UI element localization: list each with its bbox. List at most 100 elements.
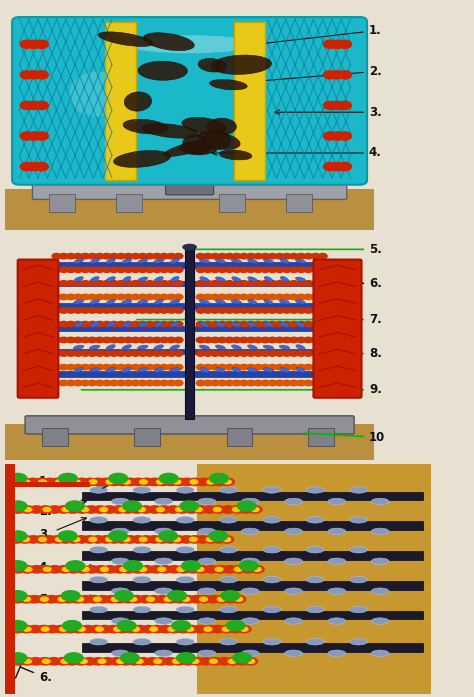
Ellipse shape bbox=[125, 35, 255, 53]
Circle shape bbox=[107, 536, 121, 543]
Circle shape bbox=[113, 595, 127, 603]
Text: 1.: 1. bbox=[260, 24, 382, 45]
Circle shape bbox=[150, 625, 164, 633]
Circle shape bbox=[91, 658, 105, 665]
Circle shape bbox=[196, 267, 205, 273]
Ellipse shape bbox=[215, 345, 226, 349]
Circle shape bbox=[160, 381, 169, 385]
Circle shape bbox=[109, 308, 118, 313]
Bar bbox=[185, 247, 194, 419]
Circle shape bbox=[254, 567, 261, 572]
Circle shape bbox=[234, 567, 242, 572]
Circle shape bbox=[254, 351, 263, 356]
Circle shape bbox=[139, 537, 147, 542]
Circle shape bbox=[248, 506, 262, 513]
Circle shape bbox=[59, 627, 67, 631]
Circle shape bbox=[59, 337, 68, 343]
Ellipse shape bbox=[182, 117, 226, 134]
Ellipse shape bbox=[241, 528, 259, 535]
Circle shape bbox=[8, 653, 27, 663]
Ellipse shape bbox=[349, 638, 367, 645]
Circle shape bbox=[148, 506, 162, 513]
Circle shape bbox=[146, 381, 154, 385]
Ellipse shape bbox=[306, 487, 324, 493]
Circle shape bbox=[146, 337, 154, 343]
Circle shape bbox=[261, 381, 270, 385]
Circle shape bbox=[98, 625, 111, 633]
Ellipse shape bbox=[74, 259, 83, 263]
Circle shape bbox=[304, 351, 313, 356]
Circle shape bbox=[224, 595, 237, 603]
Circle shape bbox=[204, 536, 218, 543]
Circle shape bbox=[5, 537, 13, 542]
Circle shape bbox=[173, 537, 181, 542]
Circle shape bbox=[160, 294, 169, 300]
Circle shape bbox=[81, 294, 90, 300]
Circle shape bbox=[53, 595, 67, 603]
Circle shape bbox=[124, 294, 133, 300]
Circle shape bbox=[73, 480, 80, 484]
Bar bbox=[49, 326, 330, 331]
Circle shape bbox=[81, 351, 90, 356]
Circle shape bbox=[174, 308, 183, 313]
Circle shape bbox=[297, 381, 306, 385]
Circle shape bbox=[304, 254, 313, 259]
Circle shape bbox=[297, 267, 306, 273]
Circle shape bbox=[174, 254, 183, 259]
Ellipse shape bbox=[216, 367, 225, 372]
Circle shape bbox=[2, 566, 16, 573]
Circle shape bbox=[56, 658, 70, 665]
Circle shape bbox=[27, 536, 40, 543]
Circle shape bbox=[239, 321, 248, 327]
Circle shape bbox=[241, 566, 255, 573]
Circle shape bbox=[168, 590, 187, 601]
Circle shape bbox=[76, 566, 90, 573]
Circle shape bbox=[196, 478, 210, 486]
Circle shape bbox=[196, 308, 205, 313]
Circle shape bbox=[109, 294, 118, 300]
Bar bbox=[227, 428, 253, 446]
FancyBboxPatch shape bbox=[18, 259, 58, 398]
Circle shape bbox=[85, 566, 99, 573]
Circle shape bbox=[74, 658, 87, 665]
Ellipse shape bbox=[241, 498, 259, 505]
Circle shape bbox=[210, 321, 219, 327]
Circle shape bbox=[268, 337, 277, 343]
Circle shape bbox=[232, 281, 241, 286]
Circle shape bbox=[116, 478, 129, 486]
Circle shape bbox=[204, 478, 218, 486]
Circle shape bbox=[239, 351, 248, 356]
Text: 2.: 2. bbox=[242, 65, 382, 84]
Circle shape bbox=[184, 506, 198, 513]
Ellipse shape bbox=[155, 558, 173, 565]
Circle shape bbox=[24, 567, 32, 572]
Circle shape bbox=[167, 308, 176, 313]
Circle shape bbox=[146, 254, 154, 259]
Ellipse shape bbox=[264, 368, 273, 372]
Circle shape bbox=[254, 381, 263, 385]
Circle shape bbox=[174, 267, 183, 273]
Text: 3.: 3. bbox=[275, 106, 382, 118]
Bar bbox=[82, 551, 423, 560]
Circle shape bbox=[146, 308, 154, 313]
Ellipse shape bbox=[232, 277, 241, 282]
Circle shape bbox=[246, 254, 255, 259]
Circle shape bbox=[96, 595, 109, 603]
Circle shape bbox=[164, 597, 172, 602]
Ellipse shape bbox=[176, 516, 194, 523]
Circle shape bbox=[2, 536, 16, 543]
Circle shape bbox=[146, 281, 154, 286]
Circle shape bbox=[146, 267, 154, 273]
Ellipse shape bbox=[263, 487, 281, 493]
Circle shape bbox=[203, 294, 212, 300]
Circle shape bbox=[73, 308, 82, 313]
Circle shape bbox=[5, 507, 13, 512]
Ellipse shape bbox=[90, 300, 100, 305]
Circle shape bbox=[304, 308, 313, 313]
Circle shape bbox=[59, 381, 68, 385]
Circle shape bbox=[188, 478, 202, 486]
Circle shape bbox=[331, 71, 344, 79]
Circle shape bbox=[233, 653, 252, 663]
Circle shape bbox=[283, 308, 291, 313]
Circle shape bbox=[176, 625, 190, 633]
